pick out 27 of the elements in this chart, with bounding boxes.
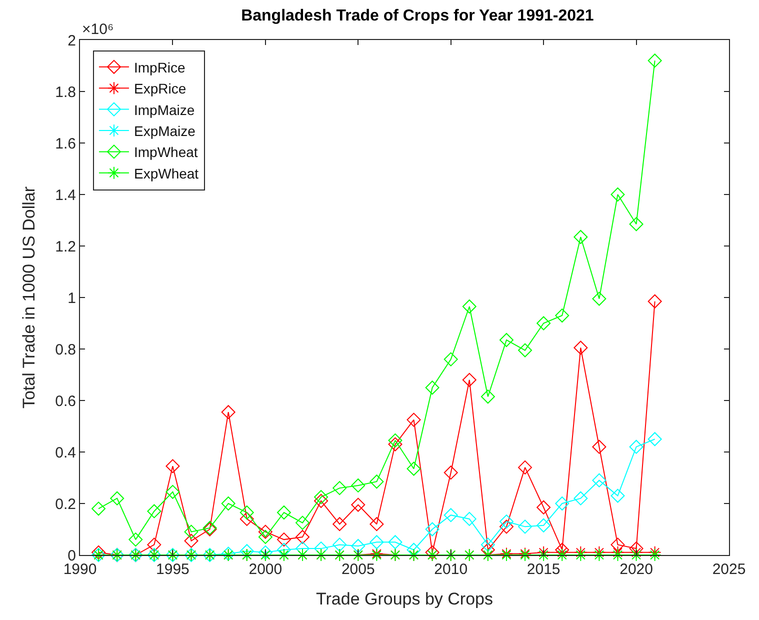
y-tick-label: 1.8 [55, 84, 76, 101]
x-tick-label: 2020 [620, 561, 653, 578]
y-axis-title: Total Trade in 1000 US Dollar [20, 186, 39, 409]
legend-label: ImpWheat [134, 144, 198, 160]
y-tick-label: 1.4 [55, 186, 76, 204]
legend-label: ImpMaize [134, 102, 195, 118]
y-tick-label: 1.2 [55, 238, 76, 256]
x-tick-label: 2025 [712, 561, 746, 578]
legend-label: ExpWheat [134, 165, 199, 182]
x-axis-title: Trade Groups by Crops [316, 589, 493, 608]
y-tick-label: 2 [68, 32, 76, 50]
x-tick-label: 2010 [434, 561, 468, 578]
legend-label: ImpRice [134, 59, 186, 76]
y-tick-label: 1.6 [55, 135, 76, 152]
legend-label: ExpRice [134, 80, 186, 97]
chart-title: Bangladesh Trade of Crops for Year 1991-2021 [241, 8, 594, 24]
x-tick-label: 1995 [156, 561, 190, 578]
y-tick-label: 1 [68, 290, 76, 307]
x-tick-label: 2015 [526, 561, 560, 578]
y-tick-label: 0.2 [55, 496, 76, 513]
legend-label: ExpMaize [134, 122, 196, 139]
y-tick-label: 0.8 [55, 341, 76, 358]
text: ×10⁶ [82, 21, 114, 38]
x-tick-label: 2000 [248, 561, 282, 578]
y-tick-label: 0.6 [55, 392, 76, 410]
y-tick-label: 0.4 [55, 444, 76, 462]
x-tick-label: 2005 [341, 561, 375, 578]
